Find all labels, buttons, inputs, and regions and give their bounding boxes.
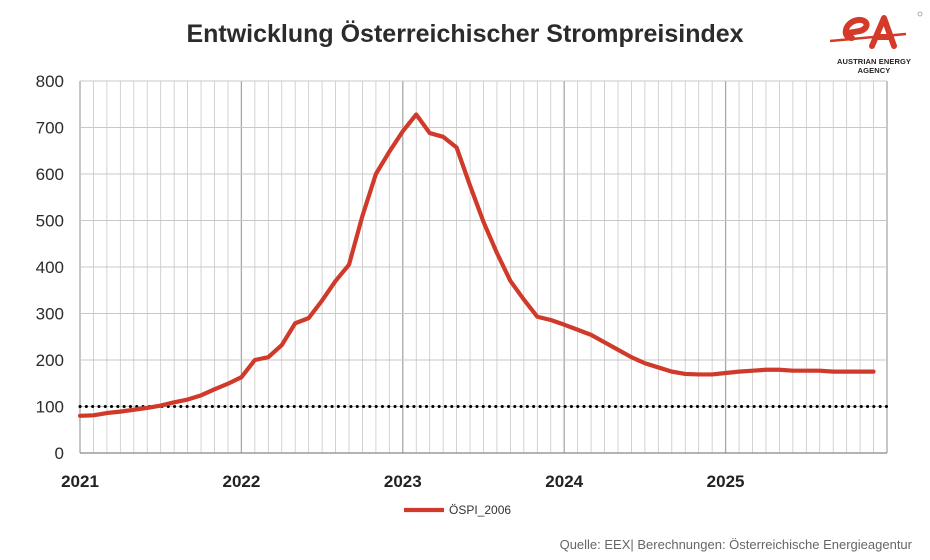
x-tick-label: 2024: [545, 472, 583, 491]
series-line: [77, 112, 876, 418]
y-tick-label: 800: [36, 72, 64, 91]
y-axis-ticks: 0 100 200 300 400 500 600 700 800: [36, 72, 64, 463]
legend: ÖSPI_2006: [404, 503, 511, 517]
y-tick-label: 400: [36, 258, 64, 277]
series-layer: [77, 112, 876, 418]
y-tick-label: 0: [55, 444, 64, 463]
x-tick-label: 2021: [61, 472, 99, 491]
grid-lines: [79, 80, 888, 454]
x-tick-label: 2022: [222, 472, 260, 491]
legend-label: ÖSPI_2006: [449, 503, 511, 517]
y-tick-label: 700: [36, 119, 64, 138]
x-axis-ticks: 2021 2022 2023 2024 2025: [61, 472, 744, 491]
y-tick-label: 200: [36, 351, 64, 370]
y-tick-label: 500: [36, 212, 64, 231]
x-tick-label: 2023: [384, 472, 422, 491]
y-tick-label: 100: [36, 398, 64, 417]
austrian-energy-agency-logo: AUSTRIAN ENERGY AGENCY: [822, 8, 926, 75]
logo-mark-icon: [829, 11, 923, 49]
x-tick-label: 2025: [707, 472, 745, 491]
y-tick-label: 600: [36, 165, 64, 184]
source-note: Quelle: EEX| Berechnungen: Österreichisc…: [559, 537, 912, 552]
logo-text: AUSTRIAN ENERGY AGENCY: [836, 57, 911, 75]
y-tick-label: 300: [36, 305, 64, 324]
chart-title: Entwicklung Österreichischer Strompreisi…: [186, 20, 744, 48]
